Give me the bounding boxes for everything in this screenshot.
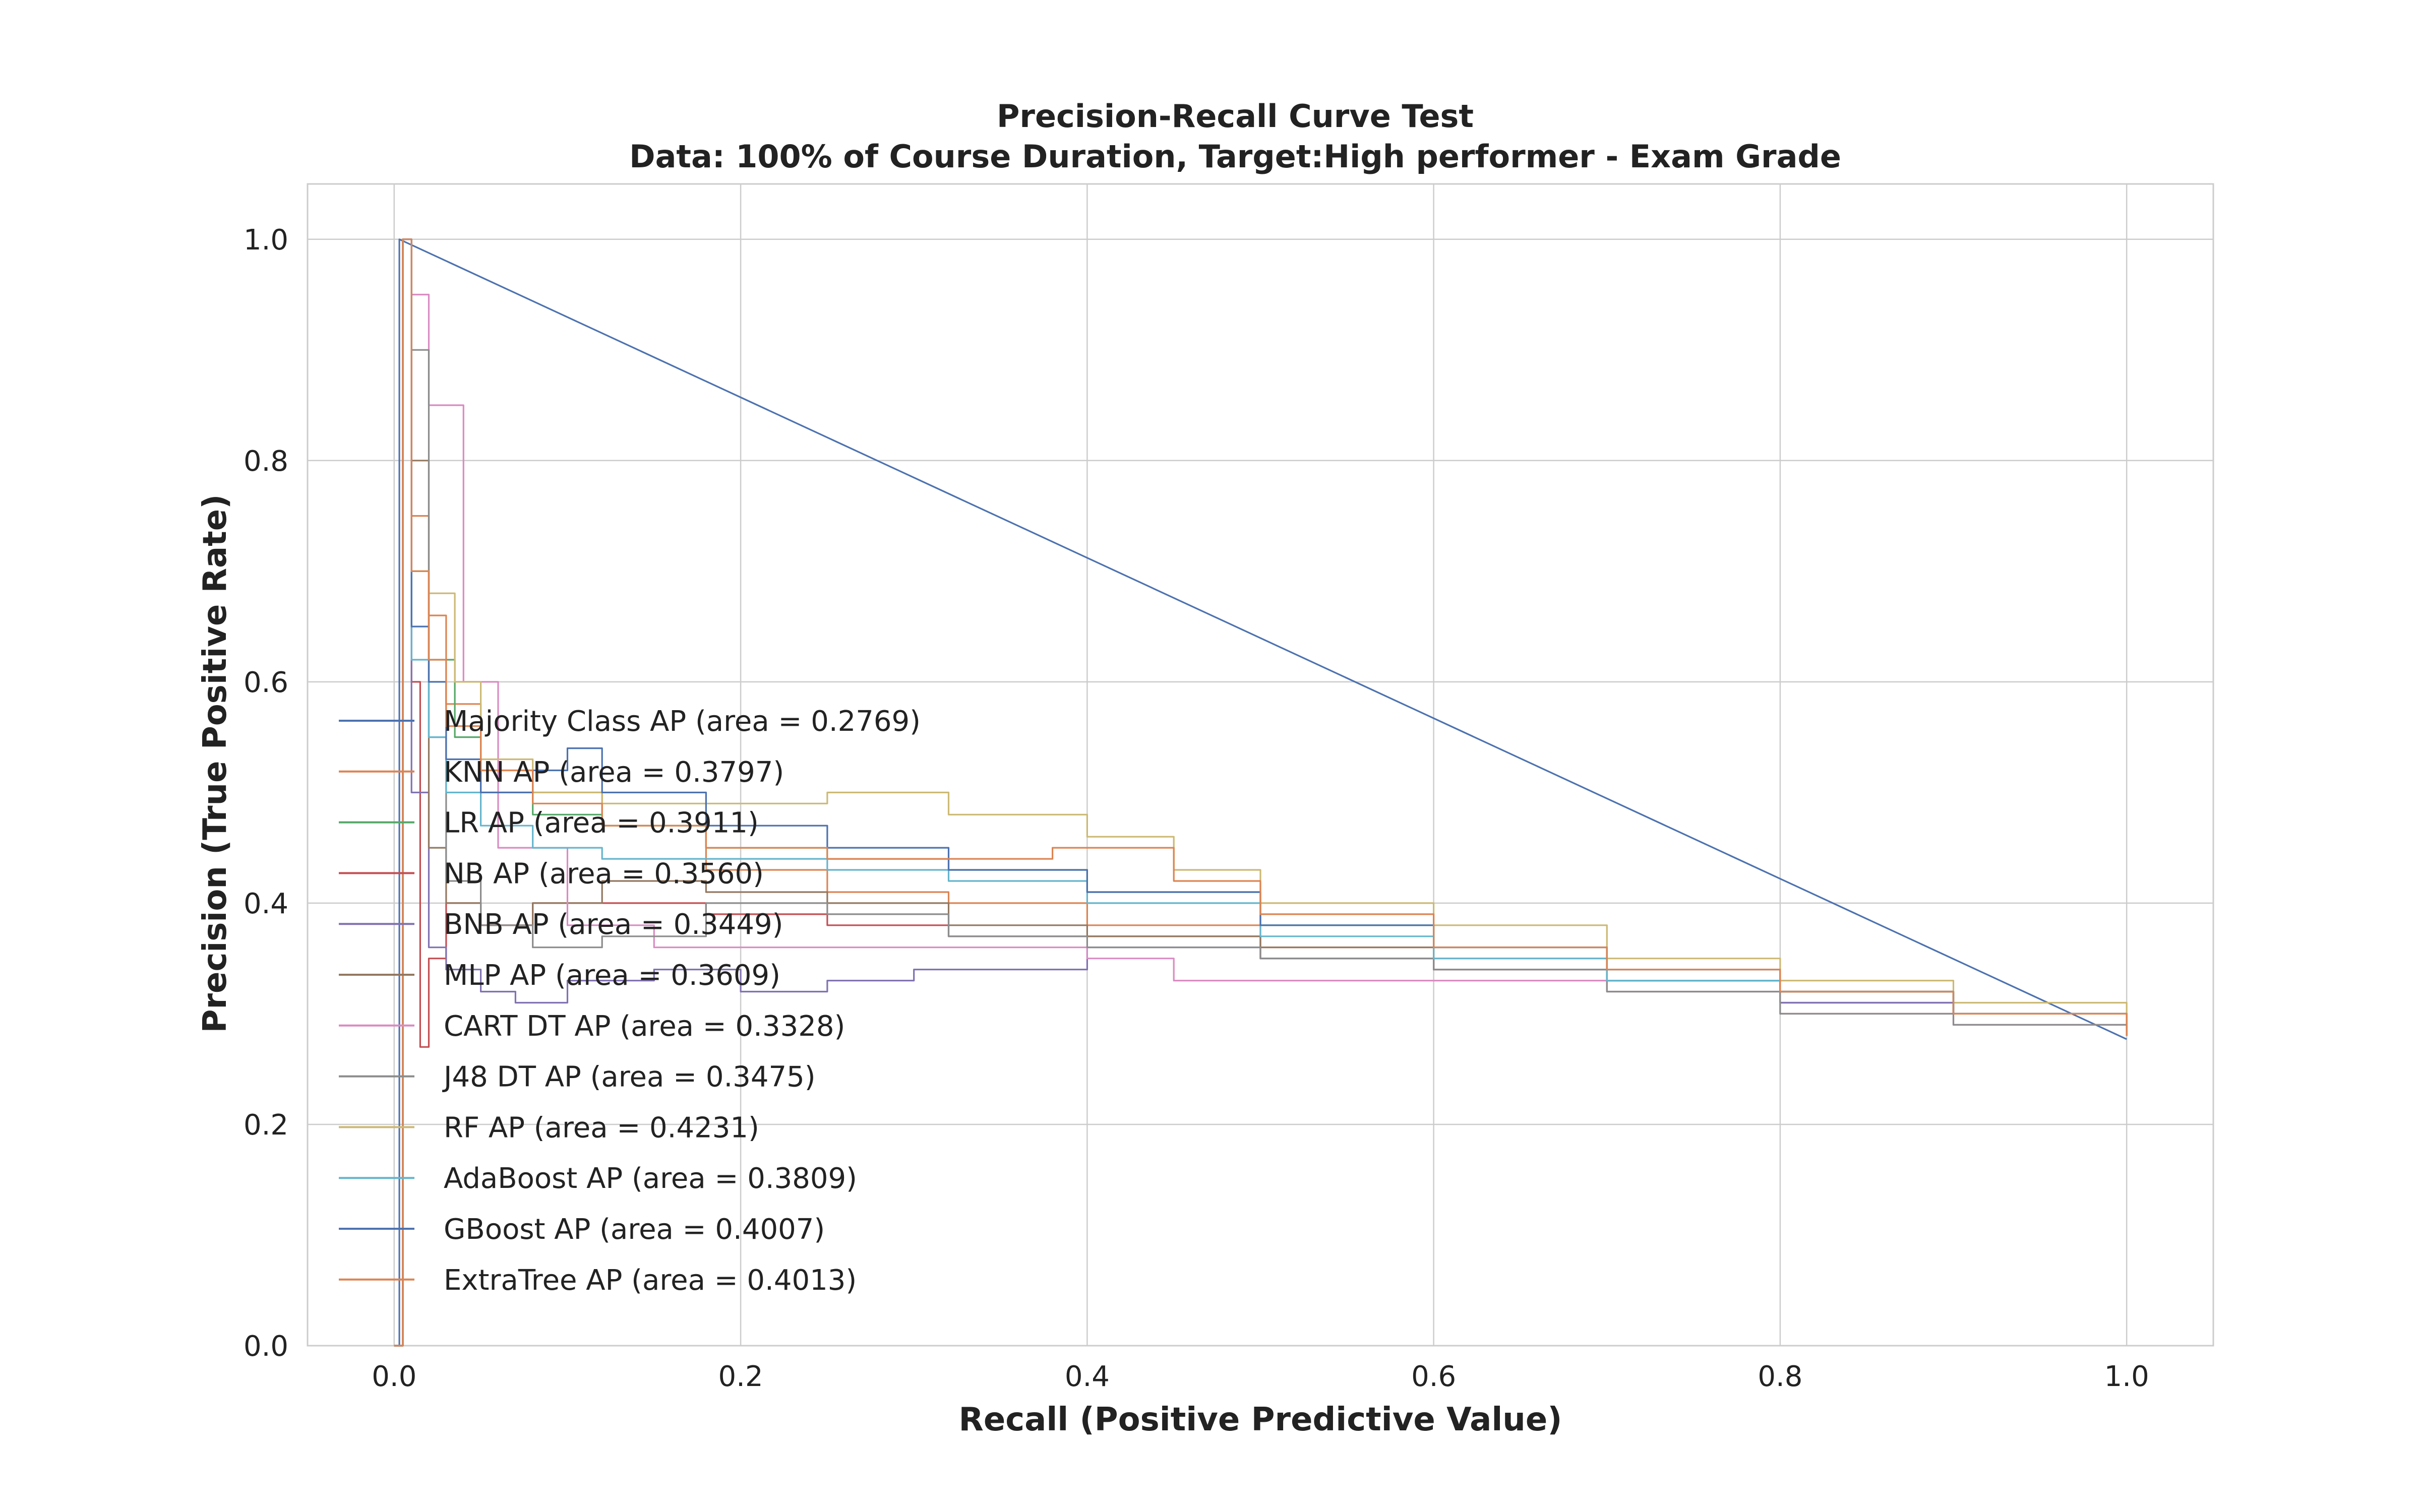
x-tick-label: 0.0 [372, 1360, 416, 1393]
legend-entry-9: AdaBoost AP (area = 0.3809) [444, 1162, 857, 1195]
x-tick-label: 0.2 [718, 1360, 763, 1393]
legend-entry-11: ExtraTree AP (area = 0.4013) [444, 1264, 857, 1297]
legend-entry-2: LR AP (area = 0.3911) [444, 807, 759, 840]
x-tick-label: 1.0 [2104, 1360, 2149, 1393]
legend-entry-6: CART DT AP (area = 0.3328) [444, 1010, 845, 1043]
legend-entry-4: BNB AP (area = 0.3449) [444, 908, 783, 941]
x-tick-label: 0.8 [1758, 1360, 1802, 1393]
y-tick-label: 0.2 [244, 1109, 288, 1142]
tick-labels: 0.0 0.2 0.4 0.6 0.8 1.0 0.0 0.2 0.4 0.6 0.8 1.0 [244, 224, 2149, 1393]
curves [394, 238, 2128, 1347]
legend-entry-8: RF AP (area = 0.4231) [444, 1111, 759, 1144]
x-tick-label: 0.4 [1065, 1360, 1110, 1393]
legend: Majority Class AP (area = 0.2769) KNN AP … [339, 705, 921, 1297]
legend-entry-5: MLP AP (area = 0.3609) [444, 959, 780, 992]
y-tick-label: 0.4 [244, 888, 288, 920]
x-axis-label: Recall (Positive Predictive Value) [959, 1401, 1562, 1438]
legend-entry-0: Majority Class AP (area = 0.2769) [444, 705, 921, 738]
y-tick-label: 0.8 [244, 445, 288, 478]
x-tick-label: 0.6 [1411, 1360, 1456, 1393]
y-axis-label: Precision (True Positive Rate) [197, 494, 234, 1033]
legend-entry-3: NB AP (area = 0.3560) [444, 857, 764, 890]
y-tick-label: 0.6 [244, 666, 288, 699]
curve-series-11 [394, 238, 2128, 1347]
y-tick-label: 0.0 [244, 1330, 288, 1363]
chart-title: Precision-Recall Curve Test [997, 98, 1474, 135]
plot-frame [307, 183, 2214, 1347]
legend-entry-7: J48 DT AP (area = 0.3475) [442, 1061, 816, 1094]
y-tick-label: 1.0 [244, 224, 288, 257]
legend-entry-1: KNN AP (area = 0.3797) [444, 756, 784, 789]
curve-series-9 [394, 238, 2128, 1347]
chart-subtitle: Data: 100% of Course Duration, Target:Hi… [629, 138, 1841, 175]
legend-entry-10: GBoost AP (area = 0.4007) [444, 1213, 825, 1246]
